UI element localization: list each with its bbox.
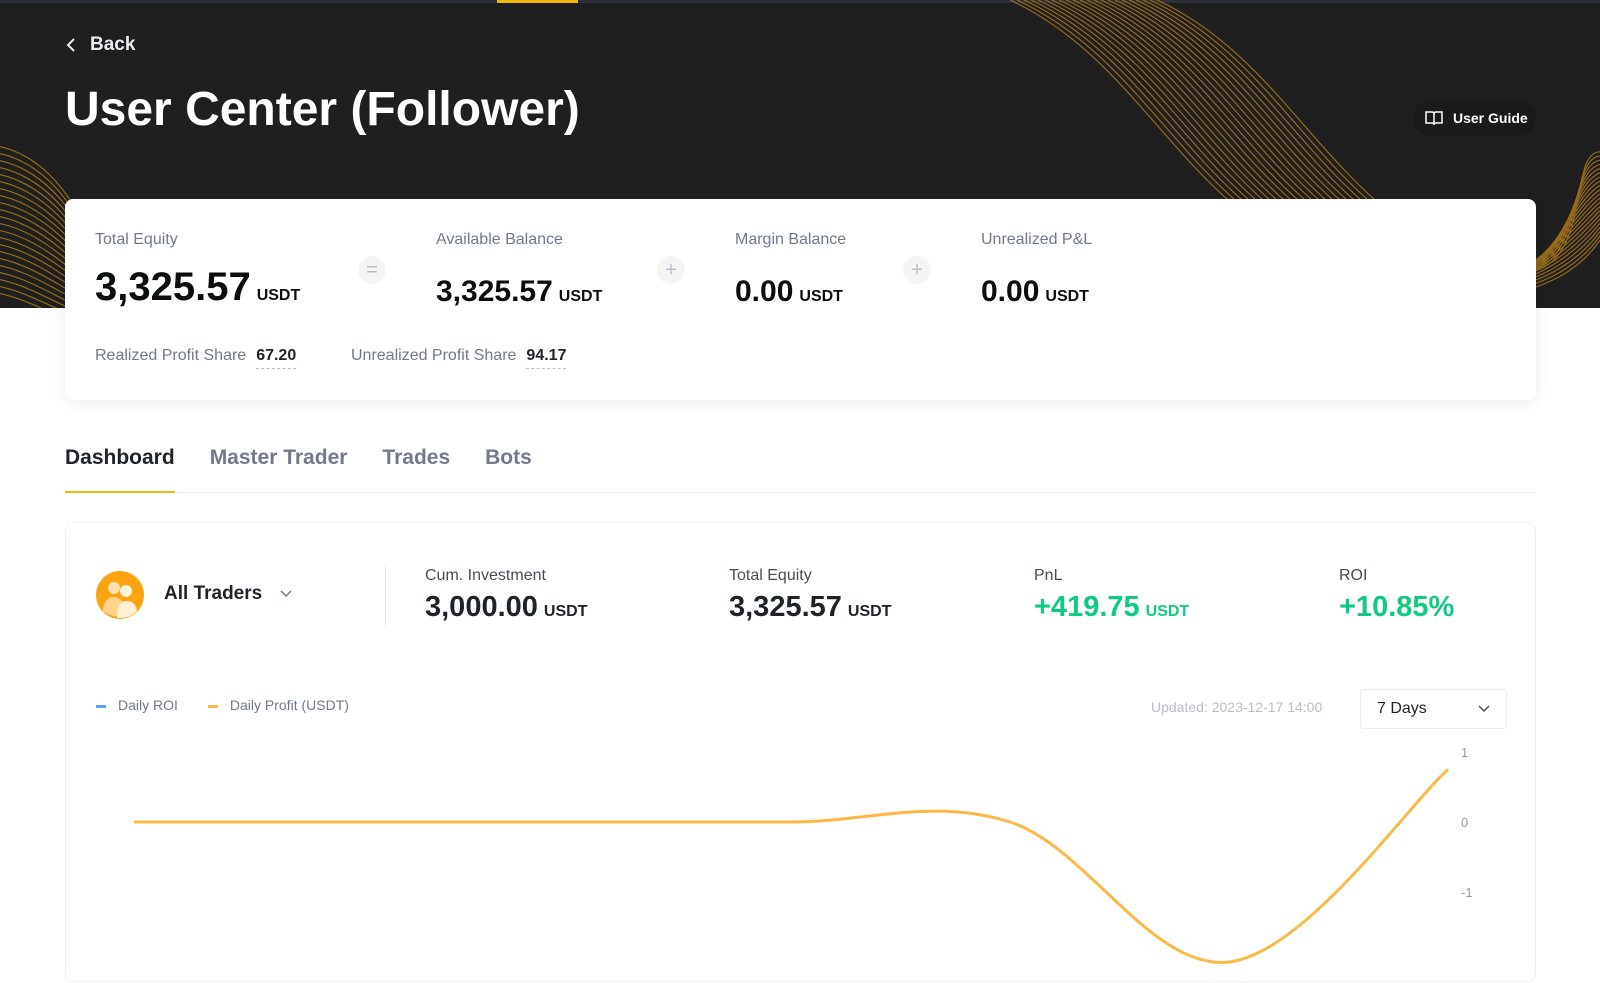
back-label: Back [90,34,136,55]
value[interactable]: 94.17 [526,347,567,369]
unit: USDT [799,288,843,305]
stat-pnl: PnL +419.75 USDT [1034,567,1189,624]
range-select[interactable]: 7 Days [1360,689,1507,729]
available-balance-value: 3,325.57 USDT [436,275,602,309]
plus-icon: + [657,256,685,284]
label: Unrealized Profit Share [351,347,517,364]
stat-total-equity: Total Equity 3,325.57 USDT [729,567,891,624]
legend-swatch [96,704,106,708]
tab-master-trader[interactable]: Master Trader [209,446,348,469]
total-equity-value: 3,325.57 USDT [95,265,300,310]
book-icon [1425,111,1443,126]
label: PnL [1034,567,1063,584]
user-guide-button[interactable]: User Guide [1413,100,1536,136]
value: 3,325.57 [95,265,251,309]
updated-timestamp: Updated: 2023-12-17 14:00 [1151,699,1323,715]
chart-legend: Daily ROI Daily Profit (USDT) [96,697,349,713]
top-nav-strip [0,0,1600,3]
divider [385,563,386,629]
plus-icon: + [903,256,931,284]
margin-balance-label: Margin Balance [735,231,847,248]
label: Total Equity [729,567,812,584]
tab-dashboard[interactable]: Dashboard [65,446,175,493]
tab-bar: Dashboard Master Trader Trades Bots [65,446,1536,493]
unit: USDT [558,288,603,305]
unrealized-pnl-label: Unrealized P&L [981,231,1093,248]
y-tick-label: 0 [1461,815,1468,830]
legend-daily-profit[interactable]: Daily Profit (USDT) [207,697,349,713]
total-equity-label: Total Equity [95,231,178,248]
stat-cum-investment: Cum. Investment 3,000.00 USDT [425,567,587,624]
active-nav-indicator [497,0,578,3]
value: 0.00 [735,275,794,308]
value: +419.75 [1034,591,1140,623]
value: +10.85% [1339,591,1455,623]
y-tick-label: 1 [1461,745,1468,760]
page-title: User Center (Follower) [65,83,580,136]
unit: USDT [1045,288,1089,305]
trader-select-value: All Traders [164,583,263,604]
label: ROI [1339,567,1368,584]
label: Cum. Investment [425,567,546,584]
decorative-waves [0,0,1600,308]
label: Realized Profit Share [95,347,247,364]
value: 3,325.57 [436,275,553,308]
stat-roi: ROI +10.85% [1339,567,1454,624]
user-guide-label: User Guide [1453,110,1528,126]
margin-balance-value: 0.00 USDT [735,275,843,309]
trader-select[interactable]: All Traders [164,583,292,605]
dashboard-panel: All Traders Cum. Investment 3,000.00 USDT … [65,522,1536,982]
traders-avatar-icon [96,571,144,619]
back-button[interactable]: Back [66,34,135,56]
daily-profit-chart: 1 0 -1 [134,745,1473,964]
daily-profit-line[interactable] [134,768,1449,964]
tab-trades[interactable]: Trades [382,446,451,469]
legend-label: Daily ROI [118,697,178,713]
chevron-left-icon [66,38,75,52]
unit: USDT [256,287,301,304]
equity-summary-card: Total Equity 3,325.57 USDT = Available Ba… [65,199,1536,400]
y-tick-label: -1 [1461,885,1473,900]
chevron-down-icon [1478,705,1490,713]
legend-swatch [207,704,218,708]
unit: USDT [847,603,892,620]
tab-bots[interactable]: Bots [485,446,532,469]
unit: USDT [543,603,588,620]
value: 0.00 [981,275,1040,308]
unrealized-profit-share: Unrealized Profit Share 94.17 [351,347,567,369]
available-balance-label: Available Balance [436,231,563,248]
legend-label: Daily Profit (USDT) [229,697,349,713]
range-select-value: 7 Days [1377,700,1427,717]
unit: USDT [1145,603,1190,620]
equals-icon: = [358,256,386,284]
realized-profit-share: Realized Profit Share 67.20 [95,347,297,369]
value[interactable]: 67.20 [256,347,297,369]
value: 3,000.00 [425,591,538,623]
legend-daily-roi[interactable]: Daily ROI [96,697,178,713]
unrealized-pnl-value: 0.00 USDT [981,275,1089,309]
chevron-down-icon [280,590,292,598]
value: 3,325.57 [729,591,842,623]
